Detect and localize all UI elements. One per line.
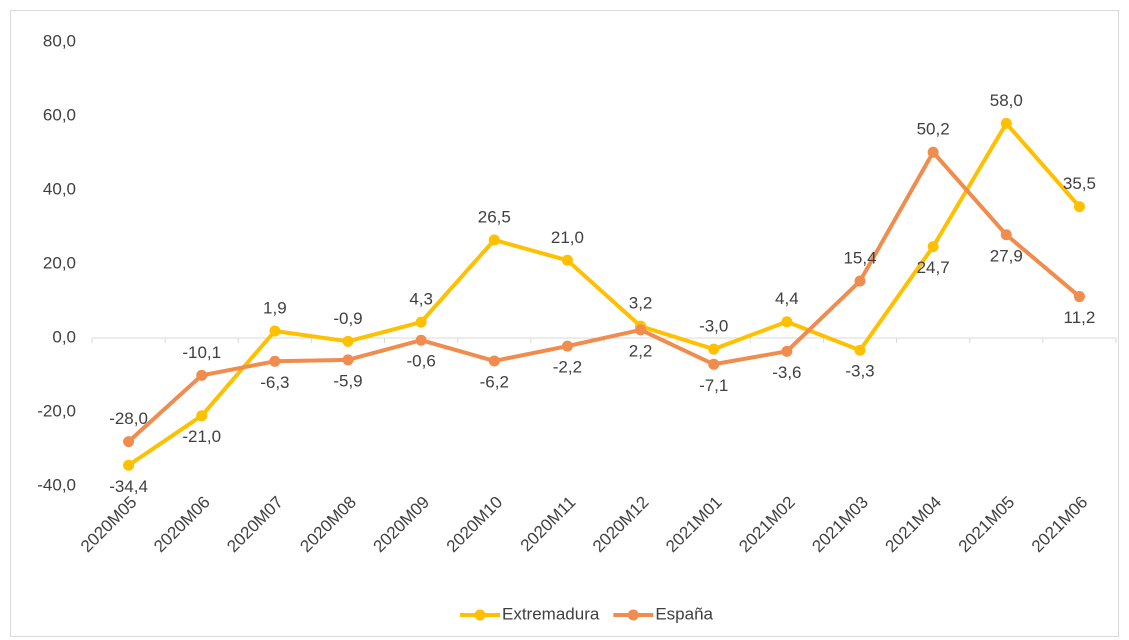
legend-label: Extremadura <box>502 604 600 623</box>
data-point <box>342 354 354 366</box>
data-point <box>854 275 866 287</box>
data-point <box>269 325 281 337</box>
y-tick-label: 0,0 <box>52 327 76 346</box>
series-line <box>127 121 1081 467</box>
data-point <box>854 344 866 356</box>
data-label: -5,9 <box>333 371 362 390</box>
data-label: 26,5 <box>478 207 511 226</box>
data-point <box>1073 201 1085 213</box>
data-point <box>635 324 647 336</box>
data-point <box>196 369 208 381</box>
data-label: 4,4 <box>775 289 799 308</box>
y-tick-label: -40,0 <box>37 475 76 494</box>
y-tick-label: 20,0 <box>43 253 76 272</box>
y-tick-label: -20,0 <box>37 401 76 420</box>
data-point <box>123 459 135 471</box>
legend-marker <box>474 609 486 621</box>
data-label: -28,0 <box>109 409 148 428</box>
data-point <box>488 355 500 367</box>
legend-label: España <box>655 604 713 623</box>
data-point <box>196 410 208 422</box>
data-label: -10,1 <box>182 343 221 362</box>
data-label: -3,0 <box>699 317 728 336</box>
data-point <box>123 436 135 448</box>
data-point <box>781 345 793 357</box>
data-label: -7,1 <box>699 376 728 395</box>
data-label: 50,2 <box>917 120 950 139</box>
data-label: -34,4 <box>109 477 148 496</box>
data-point <box>781 316 793 328</box>
data-point <box>488 234 500 246</box>
data-label: 15,4 <box>843 249 876 268</box>
legend-marker <box>627 609 639 621</box>
data-label: 24,7 <box>917 258 950 277</box>
data-label: -2,2 <box>553 358 582 377</box>
data-point <box>561 340 573 352</box>
data-point <box>342 335 354 347</box>
data-label: 21,0 <box>551 228 584 247</box>
data-label: 1,9 <box>263 298 287 317</box>
data-label: -6,2 <box>480 372 509 391</box>
data-point <box>1000 229 1012 241</box>
data-point <box>927 146 939 158</box>
data-label: 27,9 <box>990 246 1023 265</box>
data-label: 2,2 <box>629 341 653 360</box>
data-label: -21,0 <box>182 427 221 446</box>
chart-border <box>10 10 1119 637</box>
data-point <box>708 358 720 370</box>
y-tick-label: 40,0 <box>43 179 76 198</box>
data-point <box>269 355 281 367</box>
data-label: 3,2 <box>629 294 653 313</box>
data-label: 11,2 <box>1064 308 1096 327</box>
data-point <box>1000 117 1012 129</box>
data-point <box>415 316 427 328</box>
y-tick-label: 60,0 <box>43 105 76 124</box>
data-label: 4,3 <box>409 290 433 309</box>
y-tick-label: 80,0 <box>43 31 76 50</box>
data-point <box>415 334 427 346</box>
series-line <box>127 150 1081 444</box>
data-label: -0,9 <box>333 309 362 328</box>
data-point <box>561 254 573 266</box>
data-point <box>1073 291 1085 303</box>
data-label: -3,3 <box>845 362 874 381</box>
data-label: -6,3 <box>260 373 289 392</box>
data-label: 58,0 <box>990 91 1023 110</box>
data-label: -3,6 <box>772 363 801 382</box>
data-point <box>708 343 720 355</box>
data-label: -0,6 <box>406 352 435 371</box>
data-label: 35,5 <box>1063 174 1096 193</box>
data-point <box>927 241 939 253</box>
